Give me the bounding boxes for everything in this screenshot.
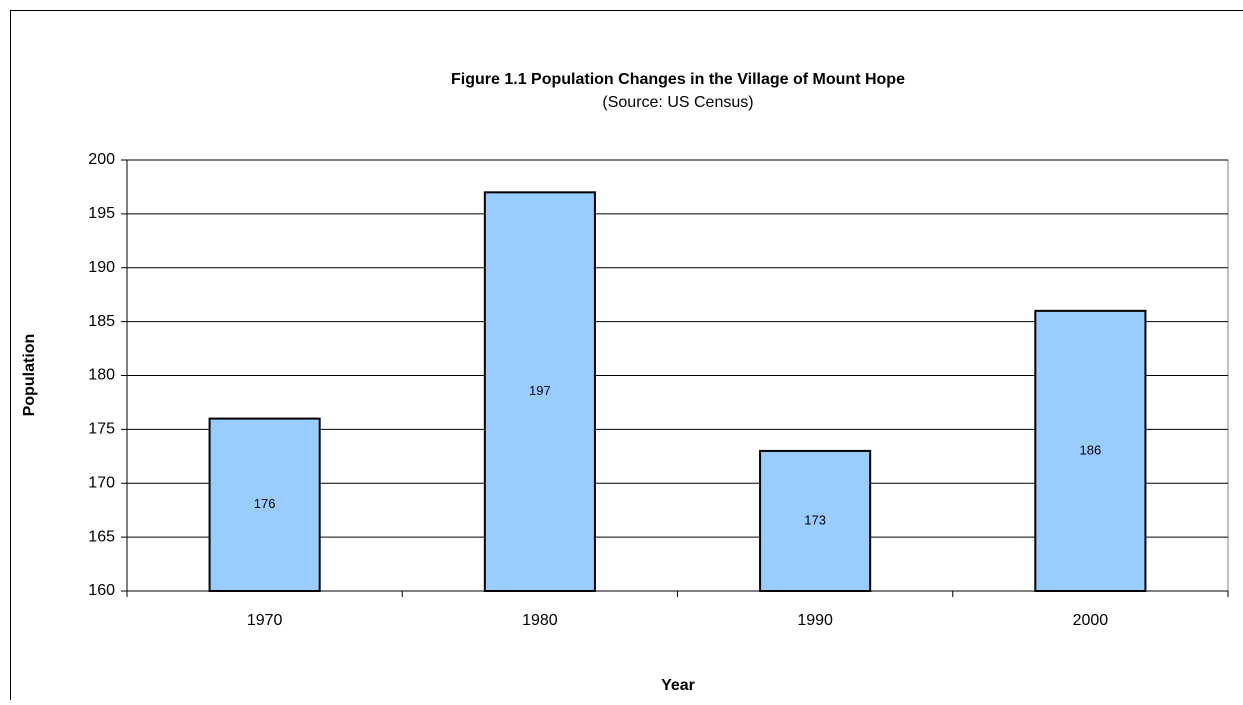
x-tick-label: 1980 — [522, 612, 558, 629]
y-tick-label: 170 — [88, 474, 115, 491]
data-label: 176 — [254, 496, 276, 511]
data-label: 173 — [804, 512, 826, 527]
data-label: 186 — [1080, 442, 1102, 457]
y-tick-label: 190 — [88, 259, 115, 276]
chart-subtitle: (Source: US Census) — [602, 94, 753, 111]
x-tick-label: 2000 — [1073, 612, 1109, 629]
y-tick-label: 185 — [88, 313, 115, 330]
data-label: 197 — [529, 383, 551, 398]
y-tick-label: 175 — [88, 421, 115, 438]
x-axis-label: Year — [661, 677, 695, 694]
y-tick-label: 165 — [88, 528, 115, 545]
x-tick-label: 1970 — [247, 612, 283, 629]
y-axis-label: Population — [21, 334, 38, 417]
y-tick-label: 200 — [88, 151, 115, 168]
x-tick-label: 1990 — [797, 612, 833, 629]
y-tick-label: 195 — [88, 205, 115, 222]
chart-title: Figure 1.1 Population Changes in the Vil… — [451, 71, 905, 88]
y-tick-label: 160 — [88, 582, 115, 599]
y-tick-label: 180 — [88, 367, 115, 384]
